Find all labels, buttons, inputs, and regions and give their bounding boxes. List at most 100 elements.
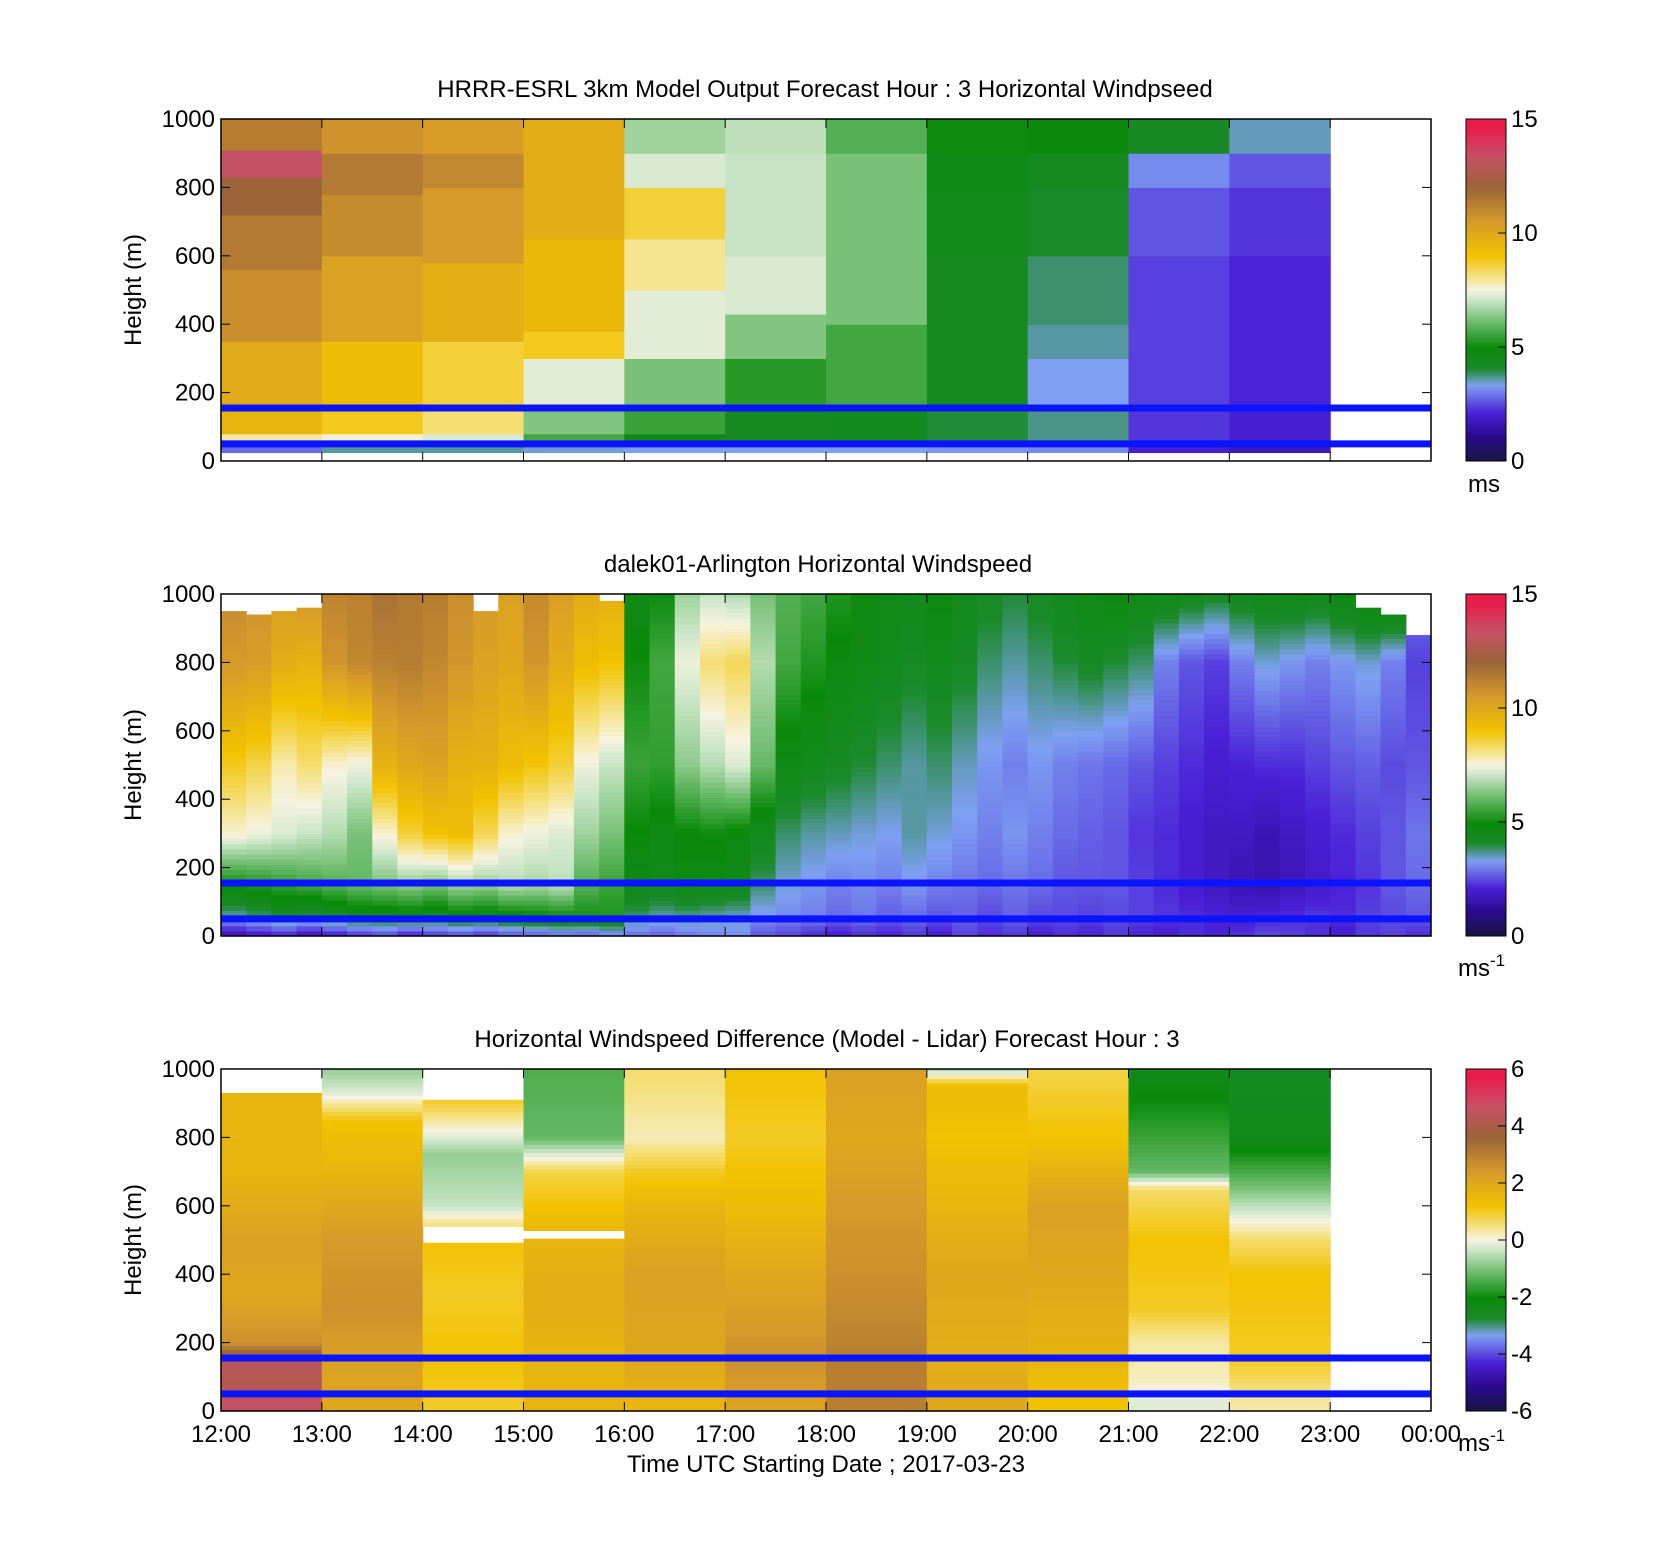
heatmap-cell [271, 684, 298, 691]
heatmap-cell [826, 674, 852, 681]
heatmap-cell [422, 776, 449, 783]
reference-lines [221, 404, 1431, 448]
heatmap-cell [321, 1291, 424, 1297]
heatmap-cell [674, 664, 701, 670]
heatmap-cell [422, 730, 449, 737]
heatmap-cell [926, 705, 953, 711]
heatmap-cell [1178, 776, 1205, 783]
heatmap-cell [901, 679, 928, 686]
heatmap-cell [876, 864, 903, 870]
heatmap-cell [1178, 725, 1205, 732]
heatmap-cell [422, 1304, 525, 1309]
heatmap-cell [624, 1131, 726, 1137]
heatmap-cell [725, 828, 751, 834]
heatmap-cell [1204, 802, 1230, 809]
heatmap-cell [1229, 1242, 1331, 1248]
heatmap-cell [498, 782, 525, 788]
heatmap-cell [321, 1259, 424, 1264]
heatmap-cell [1128, 884, 1155, 891]
heatmap-cell [397, 735, 424, 742]
heatmap-cell [498, 735, 525, 742]
heatmap-cell [321, 776, 348, 783]
heatmap-cell [573, 859, 600, 865]
heatmap-cell [422, 694, 449, 701]
heatmap-cell [649, 761, 676, 768]
heatmap-cell [1279, 735, 1306, 742]
heatmap-cell [321, 1271, 424, 1277]
heatmap-cell [397, 859, 424, 865]
heatmap-cell [473, 735, 499, 742]
heatmap-cell [1178, 612, 1205, 619]
heatmap-cell [1204, 910, 1230, 917]
heatmap-cell [952, 874, 978, 881]
heatmap-cell [1254, 669, 1281, 675]
heatmap-cell [1380, 797, 1407, 804]
heatmap-cell [1330, 920, 1356, 927]
heatmap-cell [725, 1271, 827, 1277]
heatmap-cell [1304, 894, 1331, 901]
heatmap-cell [952, 617, 978, 624]
heatmap-cell [1304, 843, 1331, 850]
heatmap-cell [901, 838, 928, 845]
heatmap-cell [573, 797, 600, 804]
heatmap-cell [901, 859, 928, 865]
heatmap-cell [1355, 900, 1382, 906]
heatmap-cell [1153, 812, 1180, 819]
heatmap-cell [1002, 617, 1029, 624]
heatmap-cell [1052, 859, 1079, 865]
heatmap-cell [826, 766, 852, 773]
heatmap-cell [952, 715, 978, 722]
heatmap-cell [1103, 710, 1130, 717]
heatmap-cell [271, 653, 298, 660]
heatmap-cell [725, 1127, 827, 1133]
heatmap-cell [296, 628, 323, 634]
heatmap-cell [321, 612, 348, 619]
heatmap-cell [977, 741, 1004, 747]
heatmap-cell [473, 776, 499, 783]
heatmap-cell [271, 700, 298, 706]
heatmap-cell [523, 1115, 625, 1121]
heatmap-cell [1304, 751, 1331, 758]
heatmap-cell [1380, 751, 1407, 758]
heatmap-cell [699, 751, 726, 758]
heatmap-cell [1380, 633, 1407, 640]
heatmap-cell [1178, 689, 1205, 696]
heatmap-cell [347, 859, 373, 865]
heatmap-cell [826, 1341, 928, 1346]
heatmap-cell [447, 669, 474, 675]
heatmap-cell [397, 910, 424, 917]
heatmap-cell [296, 705, 323, 711]
heatmap-cell [1330, 925, 1356, 932]
heatmap-cell [725, 674, 751, 681]
heatmap-cell [347, 594, 373, 599]
heatmap-cell [1178, 674, 1205, 681]
heatmap-cell [221, 612, 247, 619]
heatmap-cell [800, 823, 827, 829]
heatmap-cell [750, 684, 777, 691]
heatmap-cell [750, 735, 777, 742]
heatmap-cell [1002, 761, 1029, 768]
heatmap-cell [1279, 594, 1306, 599]
heatmap-cell [422, 597, 449, 604]
heatmap-cell [926, 859, 953, 865]
heatmap-cell [271, 884, 298, 891]
heatmap-cell [725, 889, 751, 896]
heatmap-cell [321, 1127, 424, 1133]
heatmap-cell [447, 628, 474, 634]
heatmap-cell [624, 1070, 726, 1076]
heatmap-cell [221, 1144, 323, 1149]
heatmap-cell [1103, 730, 1130, 737]
heatmap-cell [1330, 664, 1356, 670]
heatmap-cell [952, 612, 978, 619]
heatmap-cell [246, 900, 273, 906]
heatmap-cell [826, 1127, 928, 1133]
heatmap-cell [1103, 725, 1130, 732]
heatmap-cell [1052, 638, 1079, 645]
heatmap-cell [422, 797, 449, 804]
heatmap-cell [851, 705, 878, 711]
heatmap-cell [523, 617, 550, 624]
heatmap-cell [876, 684, 903, 691]
heatmap-cell [599, 623, 625, 629]
heatmap-cell [422, 1193, 525, 1199]
heatmap-cell [725, 1304, 827, 1309]
